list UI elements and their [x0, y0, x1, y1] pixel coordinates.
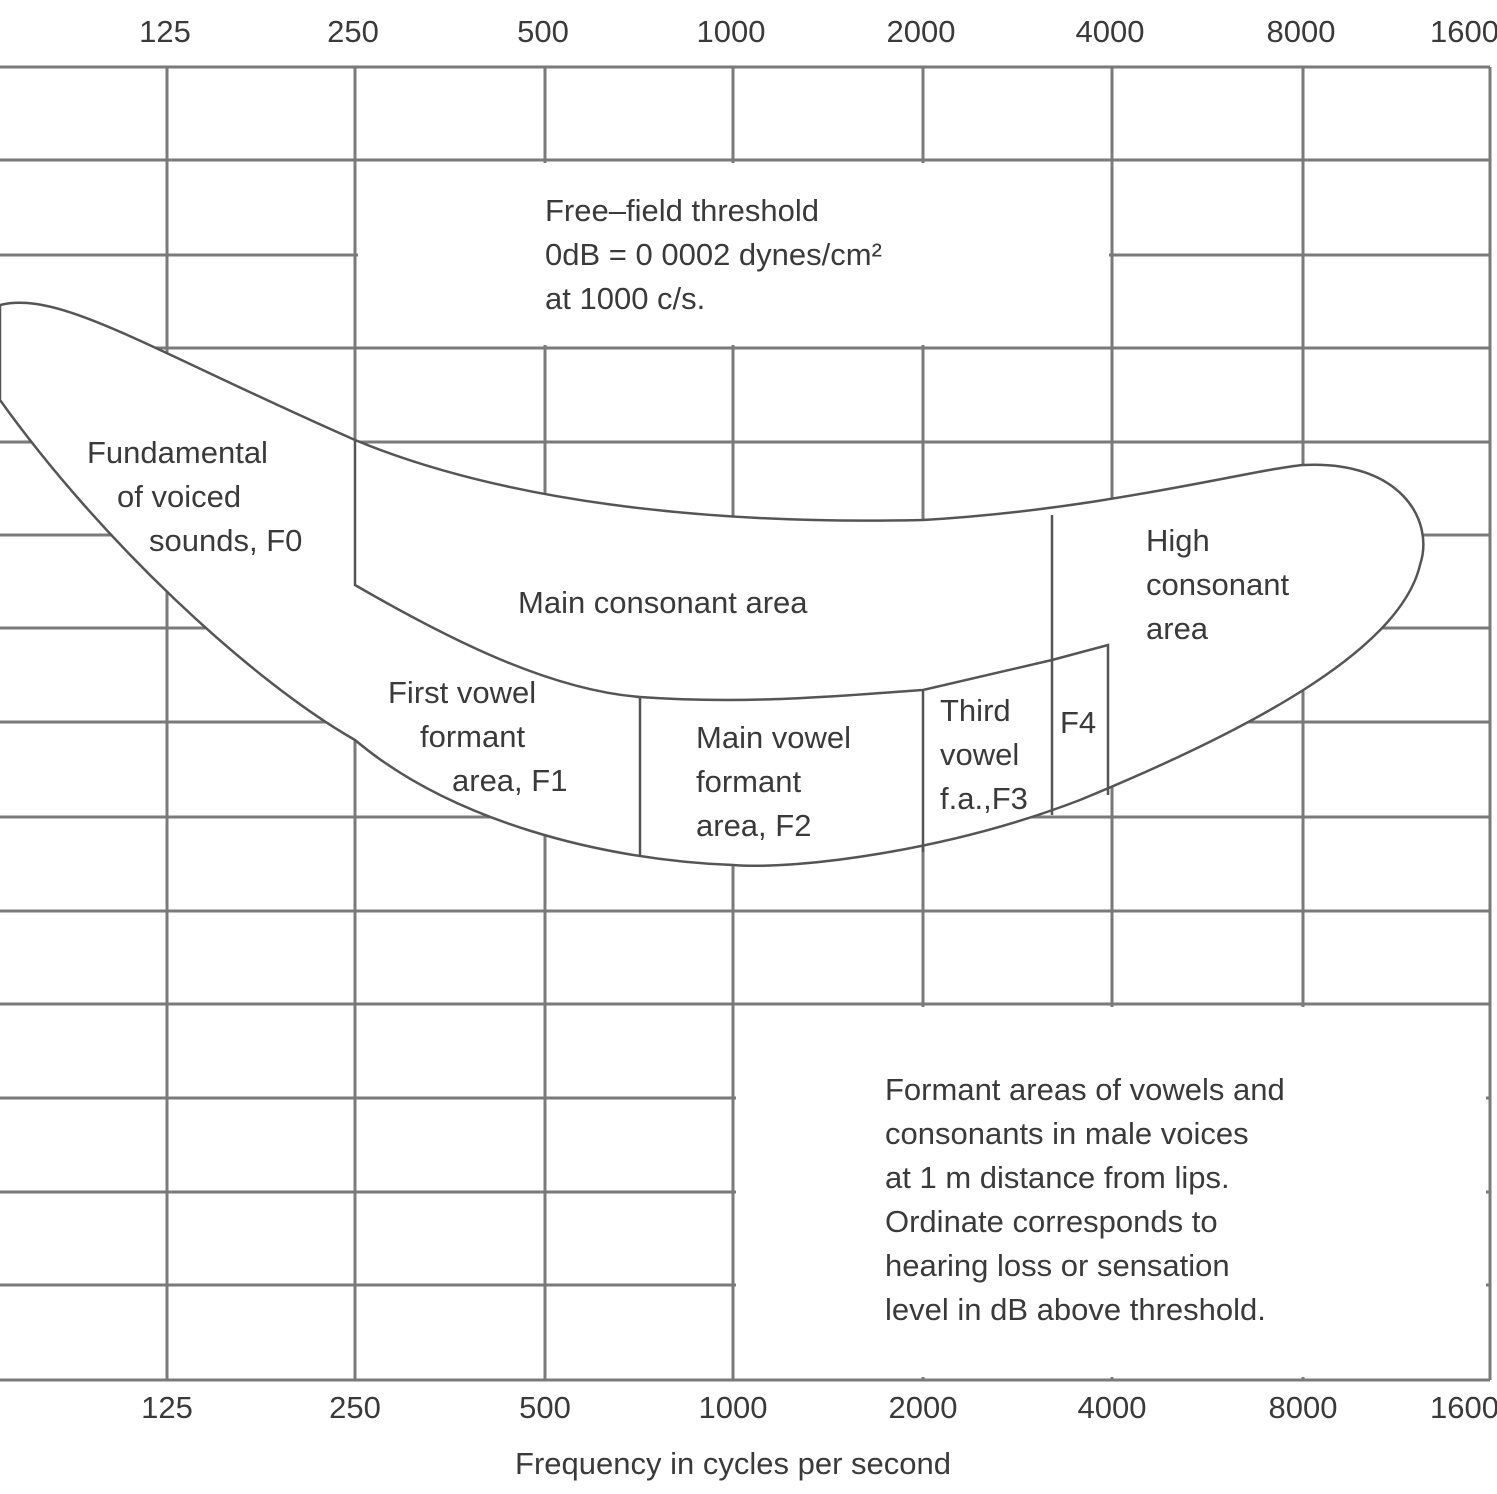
top-tick-label: 250 [327, 14, 379, 49]
label-line: hearing loss or sensation [885, 1248, 1230, 1283]
label-line: f.a.,F3 [940, 781, 1028, 816]
label-line: Free–field threshold [545, 193, 819, 228]
label-line: Ordinate corresponds to [885, 1204, 1218, 1239]
label-line: Fundamental [87, 435, 268, 470]
label-line: formant [420, 719, 525, 754]
label-line: at 1000 c/s. [545, 281, 705, 316]
bottom-tick-label: 4000 [1078, 1390, 1147, 1425]
label-line: F4 [1060, 705, 1096, 740]
label-line: of voiced [117, 479, 241, 514]
region-dividers [353, 440, 1110, 857]
bottom-tick-label: 500 [519, 1390, 571, 1425]
label-line: First vowel [388, 675, 536, 710]
label-line: level in dB above threshold. [885, 1292, 1266, 1327]
label-line: 0dB = 0 0002 dynes/cm² [545, 237, 882, 272]
label-line: Formant areas of vowels and [885, 1072, 1285, 1107]
top-tick-label: 8000 [1267, 14, 1336, 49]
top-tick-label: 500 [517, 14, 569, 49]
label-line: High [1146, 523, 1210, 558]
label-line: Third [940, 693, 1011, 728]
bottom-tick-label: 1000 [699, 1390, 768, 1425]
label-line: vowel [940, 737, 1019, 772]
label-line: formant [696, 764, 801, 799]
bottom-tick-label: 2000 [889, 1390, 958, 1425]
top-tick-label: 2000 [887, 14, 956, 49]
label-line: at 1 m distance from lips. [885, 1160, 1230, 1195]
labels: 125 250 500 1000 2000 4000 8000 16000 125 250 500 1… [87, 14, 1497, 1481]
bottom-tick-label: 8000 [1269, 1390, 1338, 1425]
note-box [358, 163, 1109, 345]
top-tick-label: 16000 [1430, 14, 1497, 49]
label-line: area, F1 [452, 763, 567, 798]
label-line: Main vowel [696, 720, 851, 755]
label-line: consonant [1146, 567, 1289, 602]
label-line: area, F2 [696, 808, 811, 843]
bottom-tick-label: 16000 [1430, 1390, 1497, 1425]
top-tick-label: 125 [139, 14, 191, 49]
label-line: consonants in male voices [885, 1116, 1249, 1151]
caption-box [736, 1007, 1486, 1377]
top-tick-label: 1000 [697, 14, 766, 49]
label-line: sounds, F0 [149, 523, 302, 558]
top-tick-label: 4000 [1076, 14, 1145, 49]
x-axis-title: Frequency in cycles per second [515, 1446, 951, 1481]
bottom-tick-label: 250 [329, 1390, 381, 1425]
bottom-tick-label: 125 [141, 1390, 193, 1425]
label-line: Main consonant area [518, 585, 808, 620]
label-line: area [1146, 611, 1209, 646]
